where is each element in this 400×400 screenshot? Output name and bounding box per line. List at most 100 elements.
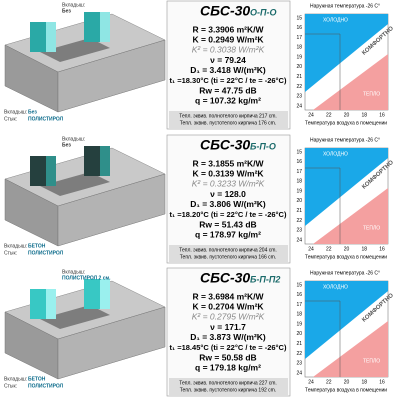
top-label: Вкладыш:: [62, 2, 85, 8]
y-label: 24: [296, 370, 302, 376]
param-line: K² = 0.3038 W/m²K: [192, 45, 265, 55]
insert-value: БЕТОН: [28, 243, 46, 249]
y-label: 22: [296, 351, 302, 357]
param-line: Rw = 50.58 dB: [199, 352, 256, 362]
block-side: [57, 173, 166, 247]
equiv-box: [169, 111, 288, 128]
top-value: Без: [62, 142, 71, 148]
joint-label: Стык:: [4, 116, 17, 122]
y-label: 16: [296, 292, 302, 298]
insert: [30, 156, 46, 186]
equiv-box: [169, 378, 288, 395]
y-label: 19: [296, 54, 302, 60]
joint-label: Стык:: [4, 250, 17, 256]
param-line: ν = 79.24: [210, 55, 246, 65]
info-panel: [166, 0, 291, 130]
param-line: D₁ = 3.418 W/(m²K): [190, 65, 266, 75]
param-line: q = 107.32 kg/m²: [195, 96, 261, 106]
insert-label: Вкладыш:: [4, 109, 27, 115]
x-label: 18: [361, 379, 367, 385]
panel-title: СБС-30: [200, 270, 250, 286]
info-panel: [166, 134, 291, 264]
param-line: K = 0.3139 W/m²K: [192, 168, 264, 178]
warm-zone: [313, 188, 388, 244]
x-label: 22: [326, 112, 332, 118]
x-caption: Температура воздуха в помещении: [305, 387, 387, 393]
y-label: 16: [296, 25, 302, 31]
joint-value: ПОЛИСТИРОЛ: [28, 250, 64, 256]
y-label: 21: [296, 341, 302, 347]
y-label: 15: [296, 149, 302, 155]
y-label: 19: [296, 188, 302, 194]
y-label: 19: [296, 321, 302, 327]
x-label: 24: [308, 379, 314, 385]
y-label: 17: [296, 169, 302, 175]
y-label: 16: [296, 159, 302, 165]
block-hole: [40, 305, 110, 329]
y-label: 23: [296, 361, 302, 367]
block-side: [57, 39, 166, 113]
y-label: 15: [296, 15, 302, 21]
row: Вкладыш:ПОЛИСТИРОЛ 2 см.Вкладыш: БЕТОНСты…: [4, 267, 395, 397]
x-label: 16: [379, 246, 385, 252]
param-line: Rw = 47.75 dB: [199, 85, 256, 95]
info-panel: [166, 267, 291, 397]
y-label: 20: [296, 331, 302, 337]
y-label: 15: [296, 282, 302, 288]
y-label: 21: [296, 208, 302, 214]
param-line: K = 0.2704 W/m²K: [192, 301, 264, 311]
x-caption: Температура воздуха в помещении: [305, 120, 387, 126]
insert-side: [46, 22, 56, 52]
param-line: q = 178.97 kg/m²: [195, 230, 261, 240]
panel-code: О-П-О: [250, 7, 276, 17]
joint-value: ПОЛИСТИРОЛ: [28, 383, 64, 389]
param-line: R = 3.6984 m²K/W: [192, 291, 264, 301]
y-label: 20: [296, 64, 302, 70]
joint-label: Стык:: [4, 383, 17, 389]
y-label: 18: [296, 45, 302, 51]
y-label: 22: [296, 84, 302, 90]
equiv-line: Тепл. эквив. пустотелого кирпича 192 cm.: [180, 387, 276, 393]
warm-zone: [313, 321, 388, 377]
equiv-line: Тепл. эквив. пустотелого кирпича 176 cm.: [180, 120, 276, 126]
insert-side: [46, 156, 56, 186]
y-label: 23: [296, 94, 302, 100]
equiv-line: Тепл. эквив. пустотелого кирпича 166 cm.: [180, 254, 276, 260]
y-label: 24: [296, 103, 302, 109]
equiv-line: Тепл. эквив. полнотелого кирпича 204 cm.: [179, 247, 277, 253]
warm-label: ТЕПЛО: [363, 225, 380, 231]
y-label: 17: [296, 35, 302, 41]
param-line: R = 3.1855 m²K/W: [192, 158, 264, 168]
insert-value: БЕТОН: [28, 376, 46, 382]
insert-label: Вкладыш:: [4, 376, 27, 382]
warm-zone: [313, 54, 388, 110]
block-hole: [40, 38, 110, 62]
block: [4, 12, 166, 113]
top-value: Без: [62, 8, 71, 14]
x-label: 20: [344, 379, 350, 385]
y-label: 22: [296, 218, 302, 224]
param-line: q = 179.18 kg/m²: [195, 363, 261, 373]
x-label: 16: [379, 112, 385, 118]
equiv-line: Тепл. эквив. полнотелого кирпича 227 cm.: [179, 380, 277, 386]
cold-zone: [305, 281, 388, 359]
warm-label: ТЕПЛО: [363, 358, 380, 364]
x-label: 16: [379, 379, 385, 385]
y-label: 17: [296, 302, 302, 308]
param-line: t₁ =18.30°C (ti = 22°C / te = -26°C): [170, 76, 287, 85]
insert: [30, 22, 46, 52]
param-line: t₁ =18.20°C (ti = 22°C / te = -26°C): [170, 210, 287, 219]
joint-value: ПОЛИСТИРОЛ: [28, 116, 64, 122]
panel-title: СБС-30: [200, 137, 250, 153]
block: [4, 279, 166, 380]
x-label: 20: [344, 246, 350, 252]
y-label: 18: [296, 179, 302, 185]
x-label: 18: [361, 246, 367, 252]
chart-title: Наружная температура -26 C°: [310, 3, 380, 9]
insert-side: [100, 12, 110, 42]
block: [4, 146, 166, 247]
y-label: 18: [296, 312, 302, 318]
y-label: 24: [296, 237, 302, 243]
x-caption: Температура воздуха в помещении: [305, 254, 387, 260]
